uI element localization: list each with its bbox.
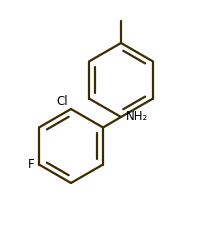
- Text: Cl: Cl: [56, 95, 68, 108]
- Text: NH₂: NH₂: [126, 110, 148, 124]
- Text: F: F: [28, 158, 35, 171]
